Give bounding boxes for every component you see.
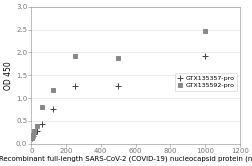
GTX135357-pro xyxy=(41,123,44,125)
GTX135592-pro xyxy=(203,30,206,32)
GTX135592-pro xyxy=(33,130,36,132)
GTX135357-pro xyxy=(203,55,206,57)
Legend: GTX135357-pro, GTX135592-pro: GTX135357-pro, GTX135592-pro xyxy=(174,73,236,91)
GTX135592-pro xyxy=(31,134,34,136)
GTX135592-pro xyxy=(51,89,54,91)
GTX135357-pro xyxy=(51,108,54,110)
GTX135592-pro xyxy=(30,137,34,139)
GTX135357-pro xyxy=(116,85,119,87)
GTX135592-pro xyxy=(116,57,119,59)
Line: GTX135592-pro: GTX135592-pro xyxy=(29,29,207,141)
GTX135592-pro xyxy=(41,106,44,108)
GTX135357-pro xyxy=(35,130,38,132)
GTX135592-pro xyxy=(73,55,76,57)
Line: GTX135357-pro: GTX135357-pro xyxy=(29,53,207,141)
GTX135592-pro xyxy=(35,125,38,127)
GTX135357-pro xyxy=(73,85,76,87)
GTX135357-pro xyxy=(33,133,36,135)
GTX135357-pro xyxy=(31,135,34,137)
GTX135357-pro xyxy=(30,137,34,139)
Y-axis label: OD 450: OD 450 xyxy=(4,61,13,90)
X-axis label: Recombinant full-length SARS-CoV-2 (COVID-19) nucleocapsid protein (ng/mL): Recombinant full-length SARS-CoV-2 (COVI… xyxy=(0,155,252,162)
